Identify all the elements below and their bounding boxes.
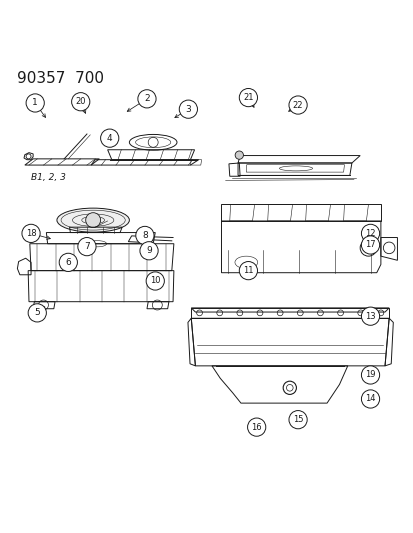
Text: 21: 21: [242, 93, 253, 102]
Text: 3: 3: [185, 104, 191, 114]
Circle shape: [71, 93, 90, 111]
Text: 19: 19: [364, 370, 375, 379]
Circle shape: [361, 307, 379, 325]
Circle shape: [59, 253, 77, 271]
Circle shape: [146, 272, 164, 290]
Text: 1: 1: [32, 99, 38, 108]
Circle shape: [235, 151, 243, 159]
Circle shape: [288, 96, 306, 114]
Text: 5: 5: [34, 309, 40, 317]
Text: 17: 17: [364, 240, 375, 249]
Text: 11: 11: [242, 266, 253, 275]
Text: B1, 2, 3: B1, 2, 3: [31, 173, 66, 182]
Circle shape: [288, 410, 306, 429]
Text: 20: 20: [75, 97, 86, 106]
Circle shape: [239, 262, 257, 280]
Text: 14: 14: [364, 394, 375, 403]
Text: 2: 2: [144, 94, 150, 103]
Circle shape: [85, 213, 100, 228]
Ellipse shape: [57, 208, 129, 232]
Circle shape: [140, 241, 158, 260]
Circle shape: [28, 304, 46, 322]
Text: 16: 16: [251, 423, 261, 432]
Circle shape: [78, 238, 96, 256]
Circle shape: [247, 418, 265, 436]
Text: 90357  700: 90357 700: [17, 71, 103, 86]
Text: 22: 22: [292, 101, 303, 110]
Circle shape: [26, 94, 44, 112]
Text: 12: 12: [364, 229, 375, 238]
Circle shape: [100, 129, 119, 147]
Circle shape: [361, 366, 379, 384]
Text: 18: 18: [26, 229, 36, 238]
Text: 9: 9: [146, 246, 152, 255]
Circle shape: [361, 390, 379, 408]
Circle shape: [179, 100, 197, 118]
Text: 15: 15: [292, 415, 303, 424]
Text: 4: 4: [107, 134, 112, 143]
Circle shape: [22, 224, 40, 243]
Circle shape: [361, 224, 379, 243]
Text: 8: 8: [142, 231, 147, 240]
Circle shape: [135, 227, 154, 245]
Circle shape: [138, 90, 156, 108]
Text: 10: 10: [150, 277, 160, 286]
Circle shape: [239, 88, 257, 107]
Text: 7: 7: [84, 242, 90, 251]
Circle shape: [361, 236, 379, 254]
Text: 6: 6: [65, 258, 71, 267]
Text: 13: 13: [364, 312, 375, 321]
